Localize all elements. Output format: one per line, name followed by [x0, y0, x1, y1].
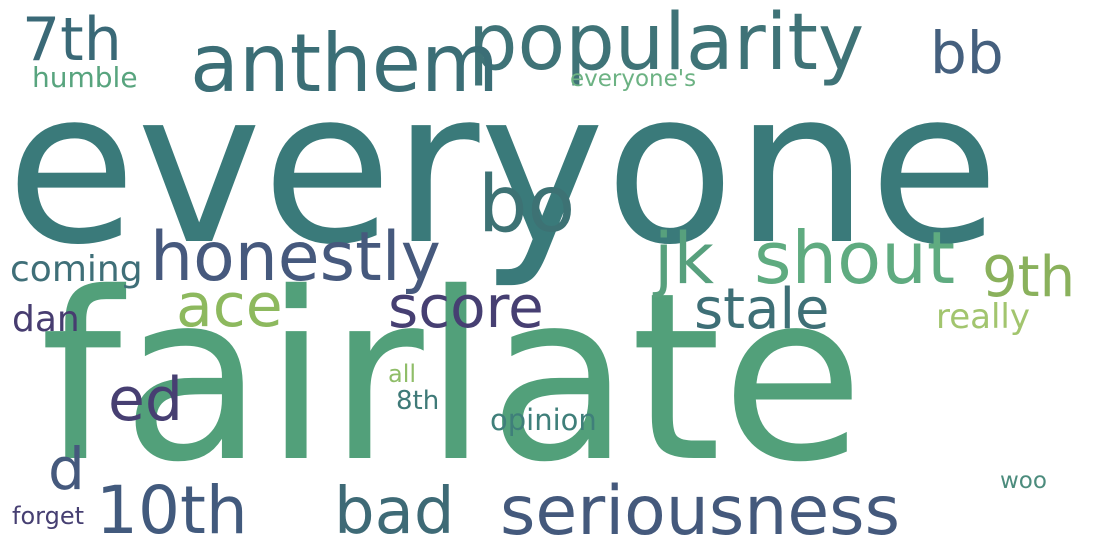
word-bad: bad — [334, 475, 455, 549]
word-10th: 10th — [96, 472, 248, 549]
word-ace: ace — [176, 271, 283, 341]
word-forget: forget — [12, 502, 84, 530]
word-opinion: opinion — [490, 403, 597, 437]
word-bb: bb — [930, 19, 1004, 87]
word-9th: 9th — [982, 245, 1076, 310]
word-coming: coming — [10, 249, 143, 290]
word-everyone: everyone — [6, 44, 1000, 291]
word-anthem: anthem — [190, 17, 499, 110]
word-stale: stale — [694, 277, 830, 342]
word-honestly: honestly — [150, 218, 441, 297]
word-humble: humble — [32, 61, 138, 94]
word-jk: jk — [654, 218, 714, 300]
word-d: d — [48, 435, 85, 503]
word-bo: bo — [478, 160, 576, 250]
word-fairlate: fairlate — [40, 243, 865, 513]
word-ed: ed — [108, 365, 183, 435]
word-woo: woo — [1000, 468, 1047, 494]
word-seriousness: seriousness — [500, 472, 901, 551]
word-8th: 8th — [396, 386, 440, 416]
word-really: really — [936, 297, 1030, 337]
word-shout: shout — [754, 216, 956, 300]
word-score: score — [388, 273, 544, 341]
word-popularity: popularity — [468, 0, 865, 88]
word-dan: dan — [12, 299, 80, 340]
word-everyones: everyone's — [570, 66, 697, 92]
word-all: all — [388, 360, 417, 388]
word-7th: 7th — [22, 5, 122, 75]
